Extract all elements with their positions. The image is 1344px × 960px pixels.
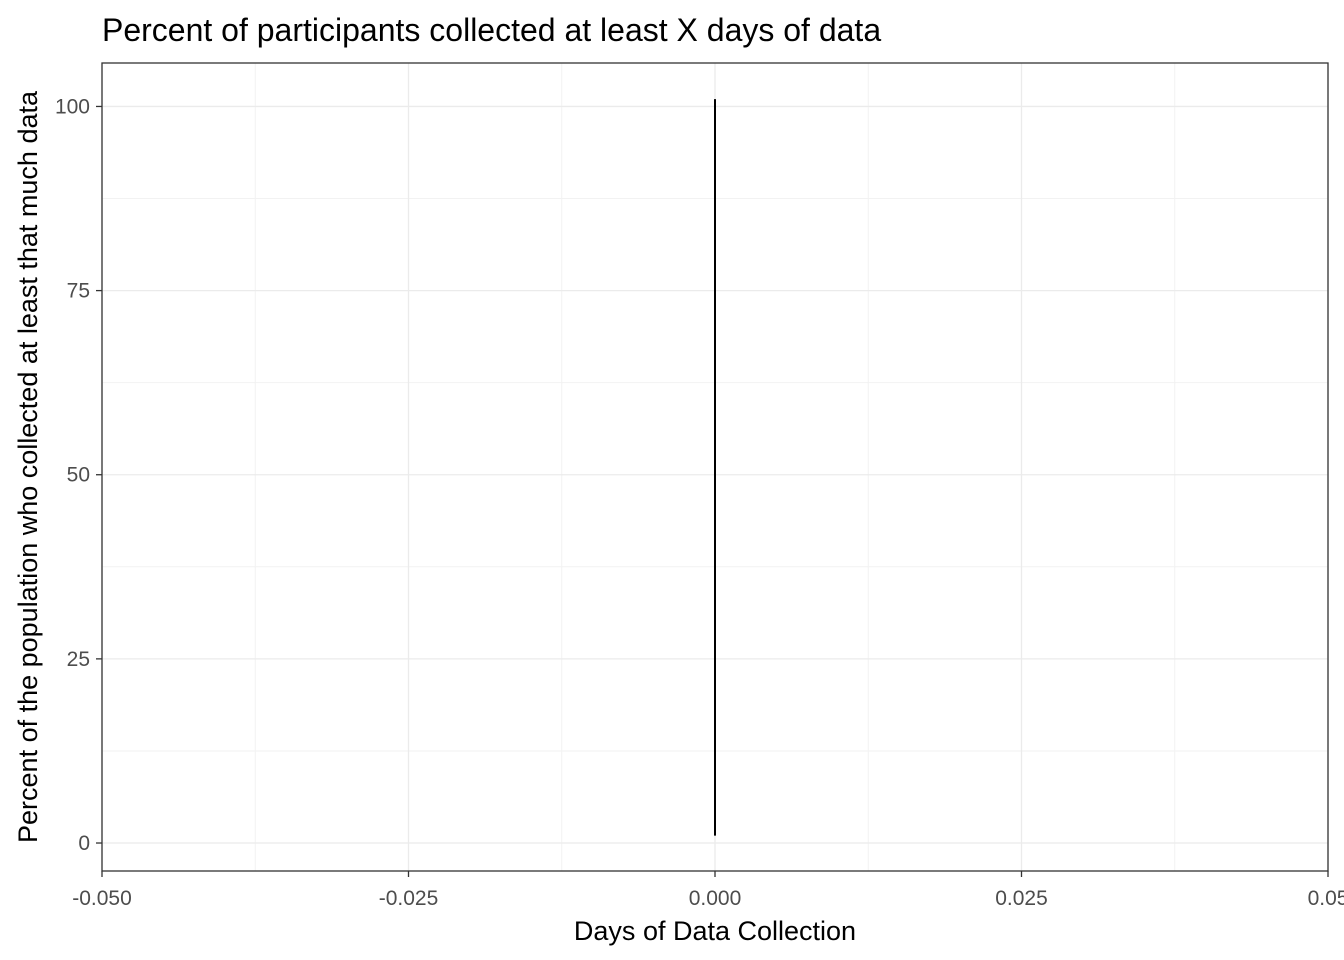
x-tick-label: 0.05 [1308, 887, 1344, 910]
x-tick-label: -0.050 [72, 887, 132, 910]
y-axis-title: Percent of the population who collected … [13, 90, 43, 843]
y-tick-label: 50 [67, 464, 90, 487]
x-tick-label: -0.025 [379, 887, 439, 910]
y-tick-label: 25 [67, 648, 90, 671]
x-tick-label: 0.025 [995, 887, 1048, 910]
y-tick-label: 0 [78, 832, 90, 855]
chart-title: Percent of participants collected at lea… [102, 12, 881, 48]
y-tick-label: 100 [55, 95, 90, 118]
y-axis-ticks: 0 25 50 75 100 [55, 95, 102, 855]
x-tick-label: 0.000 [689, 887, 742, 910]
x-axis-ticks: -0.050 -0.025 0.000 0.025 0.05 [72, 871, 1344, 910]
x-axis-title: Days of Data Collection [574, 916, 856, 946]
y-tick-label: 75 [67, 280, 90, 303]
